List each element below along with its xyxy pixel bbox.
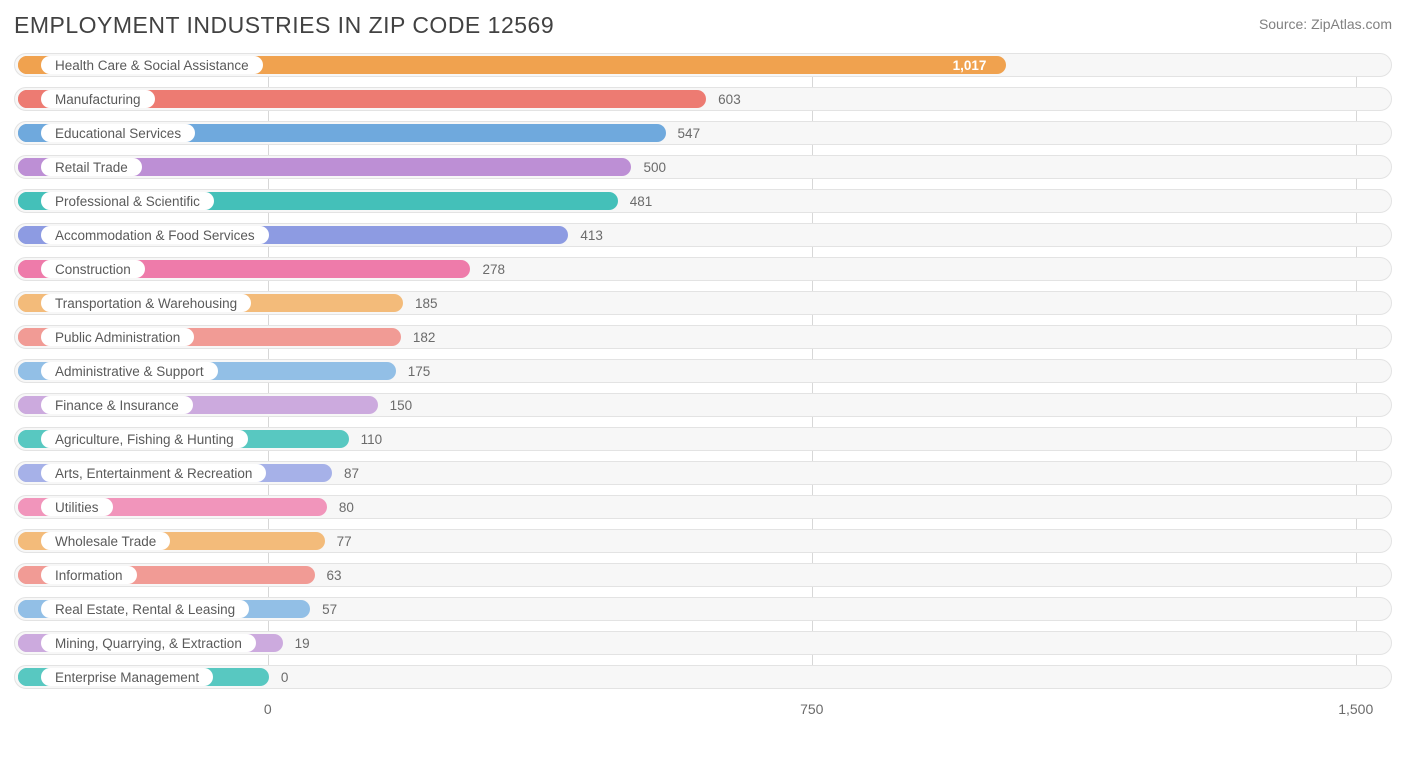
bar-label: Educational Services: [41, 124, 195, 142]
bar-value: 1,017: [953, 54, 987, 76]
bar-value: 19: [295, 632, 310, 654]
bar-row: Arts, Entertainment & Recreation 87: [14, 461, 1392, 485]
bar-label: Professional & Scientific: [41, 192, 214, 210]
bar-row: Educational Services 547: [14, 121, 1392, 145]
bar-row: Information 63: [14, 563, 1392, 587]
bar-value: 87: [344, 462, 359, 484]
bar-value: 80: [339, 496, 354, 518]
bar-track: Information 63: [14, 563, 1392, 587]
chart-x-axis: 0 750 1,500: [14, 699, 1392, 723]
bar-row: Manufacturing 603: [14, 87, 1392, 111]
bar-label: Accommodation & Food Services: [41, 226, 269, 244]
bar-track: Administrative & Support 175: [14, 359, 1392, 383]
bar-label: Retail Trade: [41, 158, 142, 176]
bar-value: 547: [678, 122, 701, 144]
bar-value: 278: [482, 258, 505, 280]
bar-track: Manufacturing 603: [14, 87, 1392, 111]
bar-value: 150: [390, 394, 413, 416]
bar-row: Utilities 80: [14, 495, 1392, 519]
bar-row: Construction 278: [14, 257, 1392, 281]
bar-value: 63: [327, 564, 342, 586]
bar-value: 481: [630, 190, 653, 212]
bar-row: Enterprise Management 0: [14, 665, 1392, 689]
bar-label: Agriculture, Fishing & Hunting: [41, 430, 248, 448]
bar-track: Public Administration 182: [14, 325, 1392, 349]
bar-label: Enterprise Management: [41, 668, 213, 686]
bar-row: Wholesale Trade 77: [14, 529, 1392, 553]
bar-label: Information: [41, 566, 137, 584]
bar-value: 413: [580, 224, 603, 246]
bar-label: Utilities: [41, 498, 113, 516]
chart-title: EMPLOYMENT INDUSTRIES IN ZIP CODE 12569: [14, 12, 554, 39]
bar-label: Wholesale Trade: [41, 532, 170, 550]
bar-row: Professional & Scientific 481: [14, 189, 1392, 213]
bar-value: 185: [415, 292, 438, 314]
bar-row: Health Care & Social Assistance 1,017: [14, 53, 1392, 77]
bar-track: Retail Trade 500: [14, 155, 1392, 179]
bar-track: Enterprise Management 0: [14, 665, 1392, 689]
bar-row: Public Administration 182: [14, 325, 1392, 349]
bar-track: Wholesale Trade 77: [14, 529, 1392, 553]
bar-label: Transportation & Warehousing: [41, 294, 251, 312]
bar-row: Administrative & Support 175: [14, 359, 1392, 383]
bar-track: Agriculture, Fishing & Hunting 110: [14, 427, 1392, 451]
bar-label: Mining, Quarrying, & Extraction: [41, 634, 256, 652]
bar-track: Transportation & Warehousing 185: [14, 291, 1392, 315]
bar-row: Mining, Quarrying, & Extraction 19: [14, 631, 1392, 655]
bar-track: Arts, Entertainment & Recreation 87: [14, 461, 1392, 485]
bar-track: Real Estate, Rental & Leasing 57: [14, 597, 1392, 621]
bar-track: Finance & Insurance 150: [14, 393, 1392, 417]
bar-track: Utilities 80: [14, 495, 1392, 519]
bar-label: Construction: [41, 260, 145, 278]
bar-label: Real Estate, Rental & Leasing: [41, 600, 249, 618]
x-tick-label: 0: [264, 701, 272, 717]
bar-value: 0: [281, 666, 289, 688]
chart-header: EMPLOYMENT INDUSTRIES IN ZIP CODE 12569 …: [14, 12, 1392, 39]
bar-value: 603: [718, 88, 741, 110]
bar-track: Educational Services 547: [14, 121, 1392, 145]
bar-track: Mining, Quarrying, & Extraction 19: [14, 631, 1392, 655]
bar-row: Transportation & Warehousing 185: [14, 291, 1392, 315]
bar-value: 500: [643, 156, 666, 178]
source-label: Source:: [1259, 16, 1311, 32]
bar-track: Health Care & Social Assistance 1,017: [14, 53, 1392, 77]
bar-value: 77: [337, 530, 352, 552]
bar-label: Arts, Entertainment & Recreation: [41, 464, 266, 482]
bar-value: 110: [361, 428, 383, 450]
bar-row: Agriculture, Fishing & Hunting 110: [14, 427, 1392, 451]
bar-value: 57: [322, 598, 337, 620]
chart-rows: Health Care & Social Assistance 1,017 Manu…: [14, 53, 1392, 689]
bar-row: Real Estate, Rental & Leasing 57: [14, 597, 1392, 621]
bar-value: 175: [408, 360, 431, 382]
x-tick-label: 750: [800, 701, 823, 717]
bar-label: Finance & Insurance: [41, 396, 193, 414]
bar-row: Accommodation & Food Services 413: [14, 223, 1392, 247]
chart-source: Source: ZipAtlas.com: [1259, 12, 1392, 32]
bar-label: Manufacturing: [41, 90, 155, 108]
bar-value: 182: [413, 326, 436, 348]
bar-track: Accommodation & Food Services 413: [14, 223, 1392, 247]
bar-label: Public Administration: [41, 328, 194, 346]
bar-label: Health Care & Social Assistance: [41, 56, 263, 74]
bar-row: Retail Trade 500: [14, 155, 1392, 179]
bar-track: Construction 278: [14, 257, 1392, 281]
bar-track: Professional & Scientific 481: [14, 189, 1392, 213]
chart-area: Health Care & Social Assistance 1,017 Manu…: [14, 53, 1392, 723]
x-tick-label: 1,500: [1338, 701, 1373, 717]
bar-row: Finance & Insurance 150: [14, 393, 1392, 417]
chart-container: EMPLOYMENT INDUSTRIES IN ZIP CODE 12569 …: [0, 0, 1406, 776]
source-name: ZipAtlas.com: [1311, 16, 1392, 32]
bar-label: Administrative & Support: [41, 362, 218, 380]
